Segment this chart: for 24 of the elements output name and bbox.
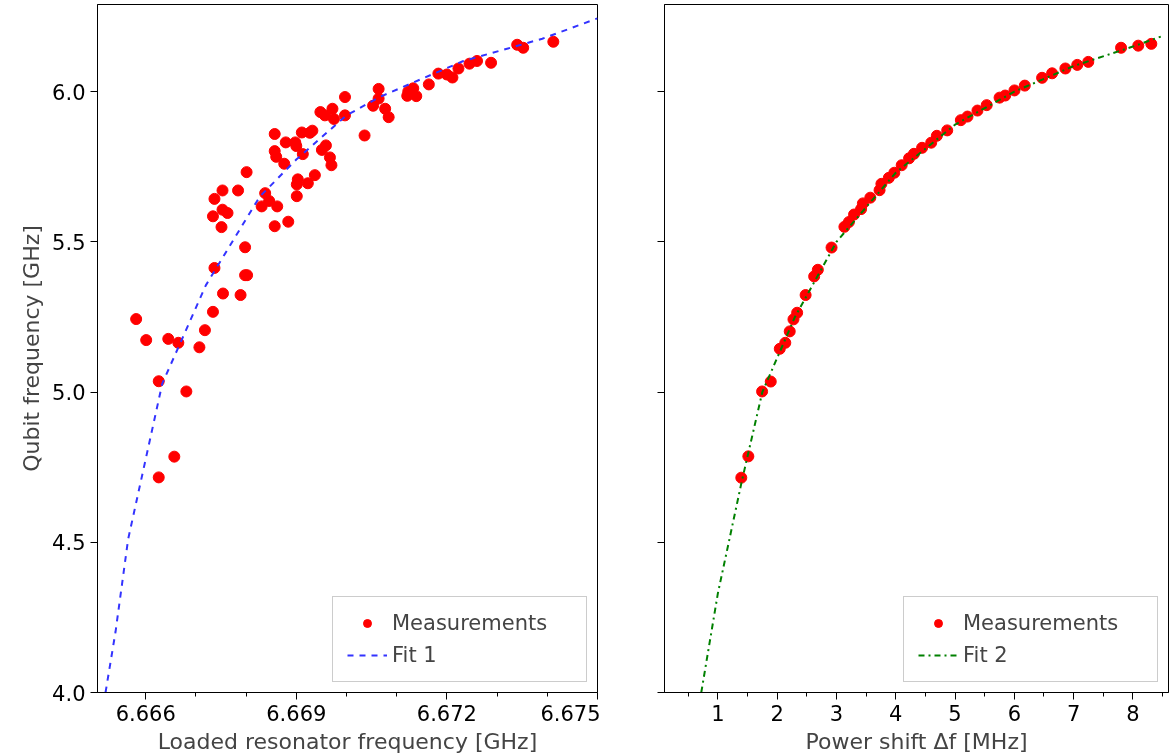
y-tick-label: 5.0 — [52, 381, 86, 406]
x-tick-label: 1 — [711, 701, 725, 726]
legend-label: Fit 1 — [392, 643, 438, 667]
x-tick-label: 2 — [770, 701, 784, 726]
x-tick-label: 4 — [889, 701, 903, 726]
y-tick-label: 4.0 — [52, 681, 86, 706]
x-tick-label: 6.675 — [540, 701, 601, 726]
x-axis-title: Power shift Δf [MHz] — [805, 728, 1028, 754]
legend-label: Fit 2 — [963, 643, 1009, 667]
y-axis-title: Qubit frequency [GHz] — [19, 225, 45, 472]
x-tick-label: 6.669 — [266, 701, 327, 726]
y-tick-label: 4.5 — [52, 531, 86, 556]
x-axis-title: Loaded resonator frequency [GHz] — [157, 728, 538, 754]
legend-label: Measurements — [963, 611, 1120, 635]
x-tick-label: 7 — [1066, 701, 1081, 726]
x-tick-label: 6 — [1007, 701, 1022, 726]
legend-label: Measurements — [392, 611, 549, 635]
x-tick-label: 5 — [948, 701, 962, 726]
y-tick-label: 5.5 — [52, 230, 86, 255]
x-tick-label: 8 — [1126, 701, 1140, 726]
y-tick-label: 6.0 — [52, 80, 86, 105]
x-tick-label: 6.666 — [115, 701, 176, 726]
x-tick-label: 6.672 — [416, 701, 477, 726]
x-tick-label: 3 — [829, 701, 844, 726]
